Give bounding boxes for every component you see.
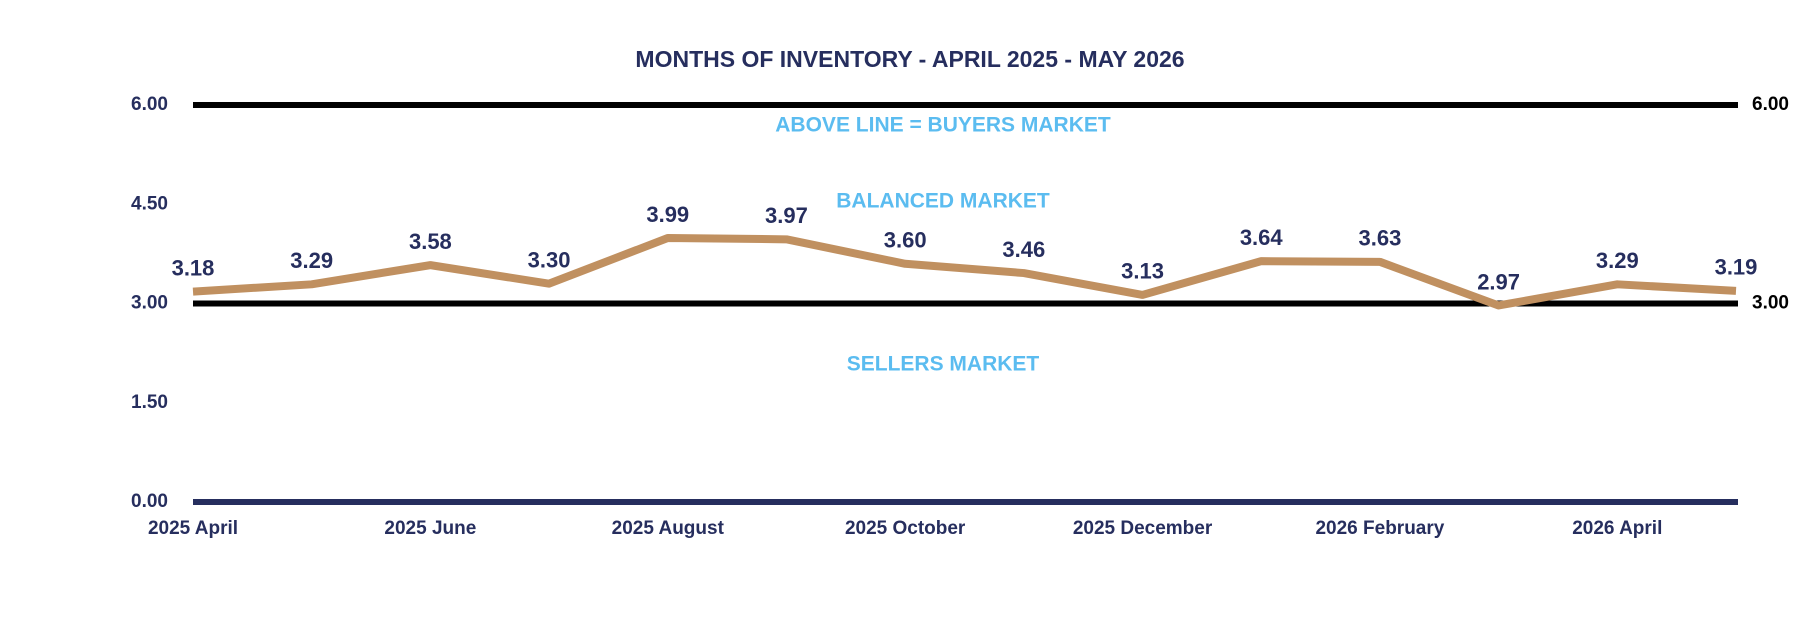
annotation: ABOVE LINE = BUYERS MARKET (775, 114, 1111, 137)
y-tick-label: 1.50 (131, 392, 168, 413)
data-label: 3.30 (528, 247, 571, 272)
data-label: 3.63 (1359, 226, 1402, 251)
data-label: 3.13 (1121, 259, 1164, 284)
data-label: 3.18 (172, 255, 215, 280)
data-label: 3.46 (1002, 237, 1045, 262)
x-tick-label: 2025 April (148, 518, 238, 539)
x-tick-label: 2025 August (612, 518, 725, 539)
y-tick-label: 3.00 (131, 293, 168, 314)
data-label: 3.29 (1596, 248, 1639, 273)
data-label: 3.97 (765, 203, 808, 228)
x-tick-label: 2025 December (1073, 518, 1213, 539)
data-label: 2.97 (1477, 269, 1520, 294)
chart-title: MONTHS OF INVENTORY - APRIL 2025 - MAY 2… (635, 46, 1184, 72)
y-tick-label: 0.00 (131, 491, 168, 512)
data-label: 3.19 (1715, 255, 1758, 280)
data-label: 3.58 (409, 229, 452, 254)
data-label: 3.99 (646, 202, 689, 227)
annotation: BALANCED MARKET (836, 190, 1050, 213)
x-tick-label: 2025 June (384, 518, 476, 539)
data-label: 3.60 (884, 228, 927, 253)
y-tick-label: 6.00 (131, 94, 168, 115)
x-tick-label: 2025 October (845, 518, 966, 539)
annotation: SELLERS MARKET (847, 353, 1040, 376)
y-tick-label: 4.50 (131, 193, 168, 214)
reference-label: 6.00 (1752, 94, 1789, 115)
x-tick-label: 2026 April (1572, 518, 1662, 539)
data-label: 3.64 (1240, 225, 1284, 250)
x-tick-label: 2026 February (1315, 518, 1444, 539)
data-label: 3.29 (290, 248, 333, 273)
reference-label: 3.00 (1752, 293, 1789, 314)
data-line (192, 233, 1737, 310)
